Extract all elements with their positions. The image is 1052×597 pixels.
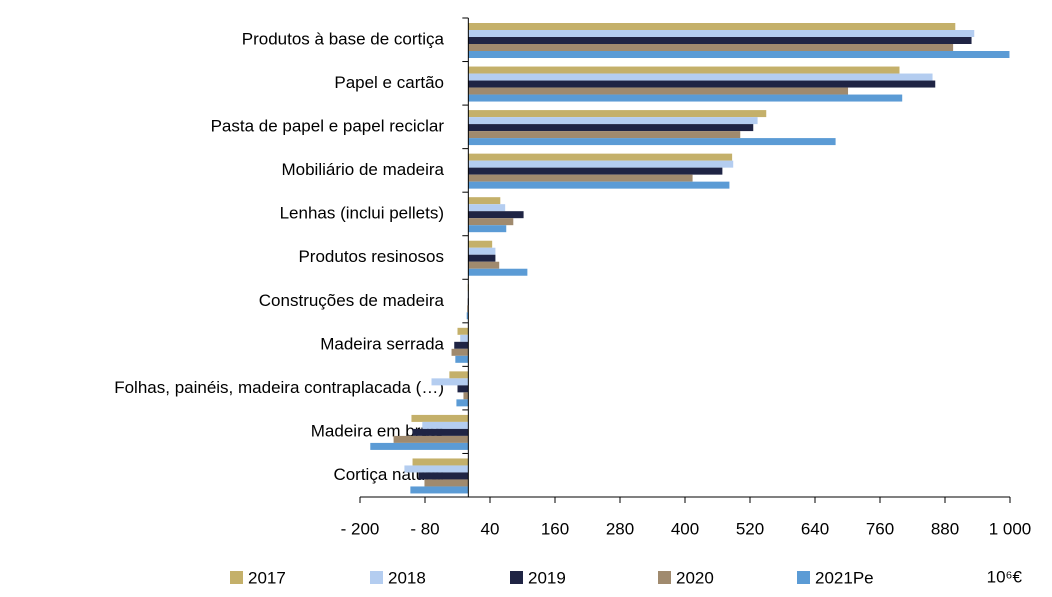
bar	[466, 312, 469, 320]
x-tick-label: 880	[931, 519, 959, 538]
y-tick-label: Pasta de papel e papel reciclar	[211, 117, 445, 136]
bar	[468, 153, 733, 161]
bar	[468, 218, 514, 226]
y-tick-label: Produtos resinosos	[298, 247, 444, 266]
y-tick-label: Madeira em bruto	[311, 421, 444, 440]
bar	[468, 110, 767, 118]
bar	[410, 486, 469, 494]
y-tick-label: Folhas, painéis, madeira contraplacada (…	[114, 378, 444, 397]
bar	[468, 225, 507, 233]
legend-swatch	[230, 571, 243, 584]
bar	[468, 160, 734, 168]
x-tick-label: 760	[866, 519, 894, 538]
bar	[393, 435, 469, 443]
bar	[468, 37, 972, 44]
bar	[468, 268, 528, 276]
y-tick-label: Construções de madeira	[259, 291, 445, 310]
bar	[454, 341, 469, 349]
bar	[418, 472, 469, 480]
y-tick-label: Produtos à base de cortiça	[242, 29, 445, 48]
legend-label: 2020	[676, 568, 714, 587]
bar	[468, 44, 954, 51]
bar	[457, 385, 469, 393]
bar	[424, 479, 469, 487]
bar	[468, 167, 723, 175]
legend-label: 2021Pe	[815, 568, 874, 587]
bar	[468, 124, 754, 132]
bar	[468, 51, 1010, 58]
x-tick-label: 520	[736, 519, 764, 538]
y-tick-label: Papel e cartão	[334, 73, 444, 92]
bar	[468, 261, 500, 269]
legend-label: 2017	[248, 568, 286, 587]
x-tick-label: 40	[481, 519, 500, 538]
bar	[468, 204, 506, 212]
bar	[468, 138, 836, 146]
bar	[431, 378, 469, 386]
y-tick-label: Madeira serrada	[320, 334, 444, 353]
bar	[449, 371, 469, 379]
bar	[468, 174, 693, 182]
bar	[460, 334, 469, 342]
bar	[370, 442, 469, 450]
x-tick-label: 280	[606, 519, 634, 538]
bar	[456, 399, 469, 407]
bar	[468, 94, 903, 102]
legend-label: 2018	[388, 568, 426, 587]
bar	[468, 66, 900, 74]
x-tick-label: - 80	[410, 519, 439, 538]
legend-swatch	[510, 571, 523, 584]
bar	[457, 327, 469, 335]
bar	[404, 465, 469, 473]
bar	[468, 247, 496, 255]
bar	[412, 428, 469, 436]
bar	[468, 211, 524, 219]
bar	[422, 421, 469, 429]
y-tick-label: Mobiliário de madeira	[281, 160, 444, 179]
x-tick-label: 400	[671, 519, 699, 538]
bar	[468, 30, 975, 37]
bar	[455, 355, 469, 363]
bar	[468, 23, 956, 30]
bar	[451, 348, 469, 356]
y-tick-label: Lenhas (inclui pellets)	[280, 204, 444, 223]
bar	[468, 254, 496, 262]
unit-label: 10⁶€	[987, 567, 1023, 586]
bar	[412, 458, 469, 466]
legend-swatch	[658, 571, 671, 584]
bar	[411, 414, 469, 422]
bar	[468, 80, 936, 88]
bar	[467, 305, 469, 313]
x-tick-label: 1 000	[989, 519, 1032, 538]
bar	[468, 87, 849, 95]
bar	[468, 197, 501, 205]
bar	[468, 240, 493, 248]
x-tick-label: - 200	[341, 519, 380, 538]
legend-swatch	[370, 571, 383, 584]
bar	[468, 73, 933, 81]
bar	[468, 181, 730, 189]
x-tick-label: 160	[541, 519, 569, 538]
bar	[468, 117, 758, 125]
bar	[463, 392, 469, 400]
legend-label: 2019	[528, 568, 566, 587]
x-tick-label: 640	[801, 519, 829, 538]
legend-swatch	[797, 571, 810, 584]
bar	[468, 131, 741, 139]
